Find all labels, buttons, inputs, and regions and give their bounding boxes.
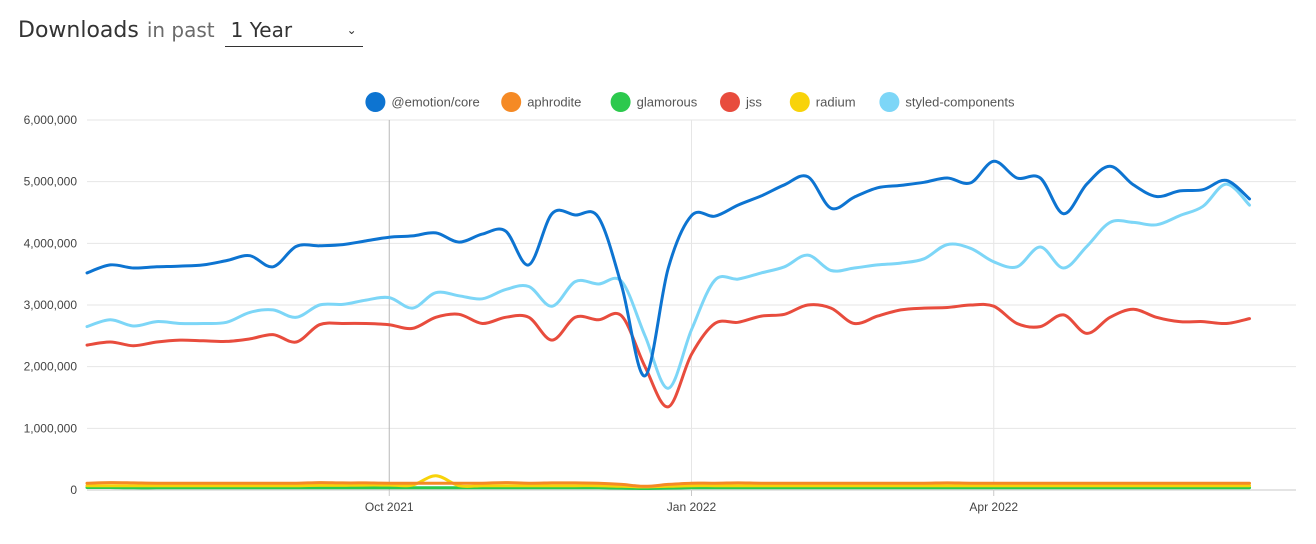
chart-header: Downloads in past 1 Year ⌄ (18, 18, 363, 47)
x-tick-label: Jan 2022 (667, 500, 717, 514)
legend-label: radium (816, 95, 856, 110)
legend-label: glamorous (637, 95, 698, 110)
series-line-aphrodite (85, 481, 1251, 488)
y-tick-label: 0 (70, 483, 77, 497)
chart-grid (87, 119, 1296, 491)
x-axis: Oct 2021 Jan 2022 Apr 2022 (365, 490, 1018, 514)
series-line-jss (85, 302, 1251, 409)
legend-label: aphrodite (527, 95, 581, 110)
legend-item-jss[interactable]: jss (720, 92, 762, 112)
page-subtitle: in past (146, 18, 215, 42)
legend-marker (610, 92, 631, 112)
series-lines (85, 159, 1251, 490)
series-line-radium (85, 474, 1251, 489)
page-title: Downloads (18, 18, 139, 43)
y-tick-label: 1,000,000 (24, 421, 78, 435)
period-select[interactable]: 1 Year ⌄ (224, 18, 363, 47)
y-tick-label: 4,000,000 (24, 236, 78, 250)
x-tick-label: Oct 2021 (365, 500, 414, 514)
y-tick-label: 6,000,000 (24, 113, 78, 127)
y-tick-label: 2,000,000 (24, 360, 78, 374)
series-line-styled-components (85, 182, 1251, 390)
series-line-emotion-core (85, 159, 1251, 378)
legend-marker (365, 92, 386, 112)
legend-marker (720, 92, 740, 112)
y-tick-label: 5,000,000 (24, 175, 78, 189)
y-tick-label: 3,000,000 (24, 298, 78, 312)
legend-item-radium[interactable]: radium (789, 92, 856, 112)
chart-legend: @emotion/core aphrodite glamorous jss radium… (365, 92, 1015, 112)
y-axis: 0 1,000,000 2,000,000 3,000,000 4,000,000 5,0… (24, 113, 78, 497)
series-line-glamorous (85, 486, 1251, 490)
legend-item-glamorous[interactable]: glamorous (610, 92, 698, 112)
legend-label: @emotion/core (391, 95, 479, 110)
legend-marker (501, 92, 522, 112)
legend-marker (879, 92, 900, 112)
legend-item-aphrodite[interactable]: aphrodite (501, 92, 581, 112)
legend-item-emotion-core[interactable]: @emotion/core (365, 92, 480, 112)
x-tick-label: Apr 2022 (969, 500, 1018, 514)
legend-label: styled-components (905, 95, 1015, 110)
chevron-down-icon: ⌄ (346, 23, 357, 37)
legend-label: jss (745, 95, 762, 110)
period-select-value: 1 Year (230, 18, 293, 42)
legend-marker (789, 92, 810, 112)
legend-item-styled-components[interactable]: styled-components (879, 92, 1015, 112)
